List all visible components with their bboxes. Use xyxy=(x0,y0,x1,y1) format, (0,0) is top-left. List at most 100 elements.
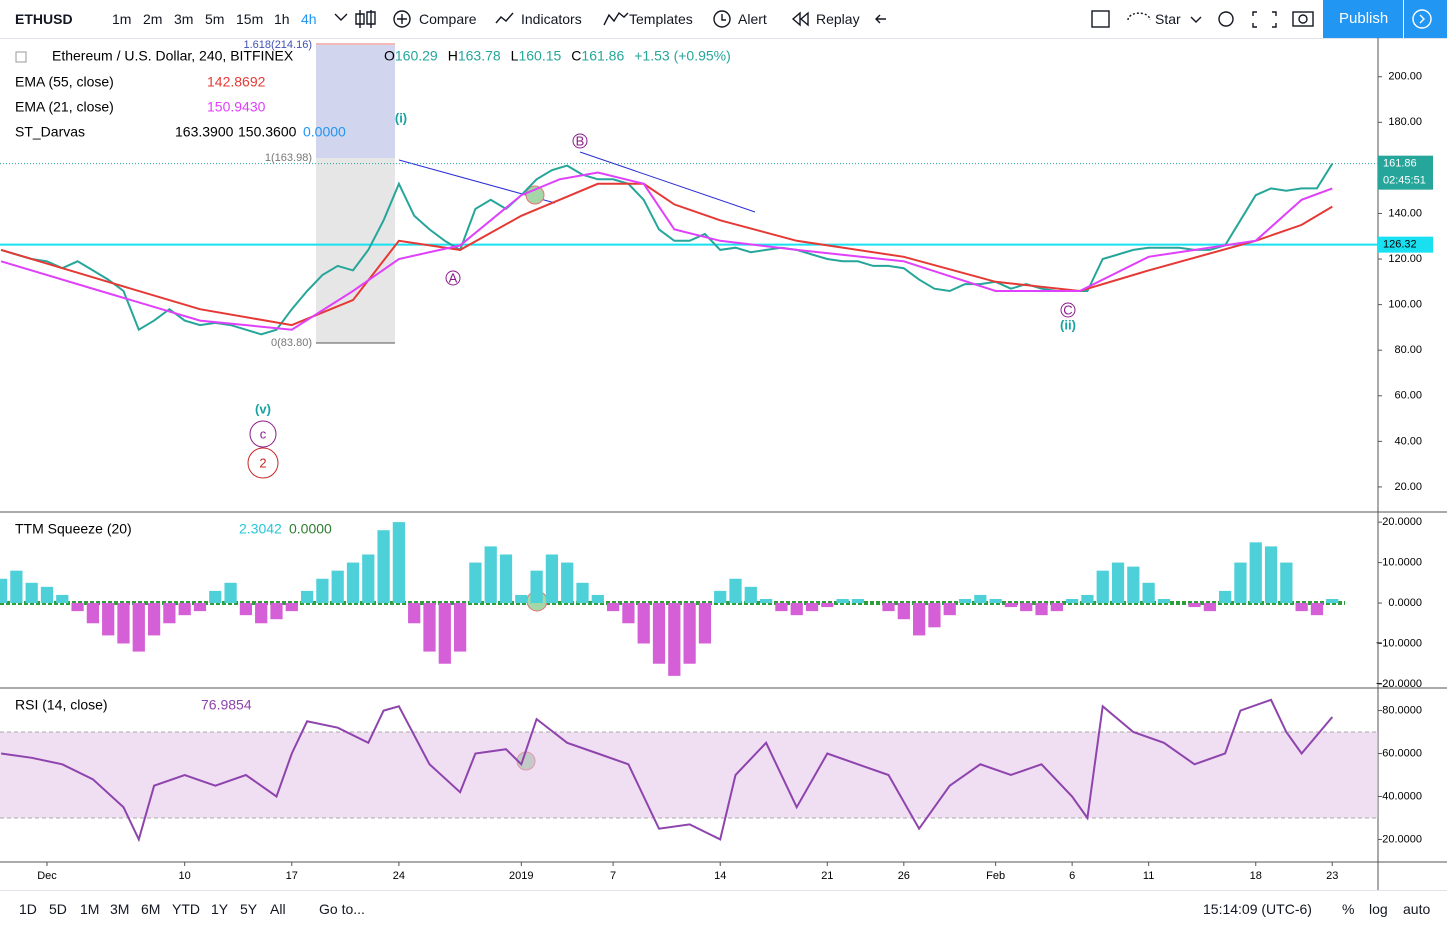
toolbar-icons xyxy=(334,9,1432,29)
range-button[interactable]: 5Y xyxy=(240,901,258,917)
histogram-bar xyxy=(851,598,865,604)
range-button[interactable]: 1Y xyxy=(211,901,229,917)
range-button[interactable]: 3M xyxy=(110,901,130,917)
y-tick-label: −10.0000 xyxy=(1376,637,1422,649)
ohlc-label: O xyxy=(384,48,395,64)
symbol[interactable]: ETHUSD xyxy=(15,11,73,27)
x-tick-label: 6 xyxy=(1069,870,1075,882)
ohlc-value: 163.78 xyxy=(458,48,501,64)
histogram-bar xyxy=(255,603,268,624)
ohlc-label: L xyxy=(511,48,519,64)
histogram-bar xyxy=(530,570,543,604)
range-button[interactable]: YTD xyxy=(172,901,200,917)
histogram-bar xyxy=(714,590,727,604)
publish-menu[interactable] xyxy=(1404,0,1447,38)
change: +1.53 (+0.95%) xyxy=(634,48,731,64)
templates-button[interactable]: Templates xyxy=(629,11,693,27)
histogram-bar xyxy=(561,562,574,604)
histogram-bar xyxy=(759,598,773,604)
scale-option[interactable]: % xyxy=(1342,901,1355,917)
fib-label: 1.618(214.16) xyxy=(244,39,313,51)
range-button[interactable]: 1M xyxy=(80,901,100,917)
indicator-value: 163.3900 xyxy=(175,124,234,140)
scale-option[interactable]: auto xyxy=(1403,901,1431,917)
indicator-value: 150.3600 xyxy=(238,124,297,140)
series-line xyxy=(0,698,1334,843)
x-tick-label: 2019 xyxy=(509,870,533,882)
histogram-bar xyxy=(408,603,421,624)
range-button[interactable]: 6M xyxy=(141,901,161,917)
collapse-box[interactable] xyxy=(15,51,27,63)
series-line xyxy=(0,163,1334,336)
indicator-name[interactable]: EMA (21, close) xyxy=(15,99,114,115)
histogram-bar xyxy=(744,586,757,604)
histogram-bar xyxy=(102,603,115,636)
price-tag xyxy=(1378,155,1433,190)
publish-button[interactable] xyxy=(1323,0,1403,38)
indicator-value: 2.3042 xyxy=(239,521,282,537)
histogram-bar xyxy=(392,522,406,604)
wave-label: 2 xyxy=(259,455,266,470)
histogram-bar xyxy=(71,603,84,612)
y-tick-label: 60.00 xyxy=(1394,390,1422,402)
y-tick-label: 10.0000 xyxy=(1382,556,1422,568)
histogram-bar xyxy=(377,530,390,604)
range-button[interactable]: All xyxy=(270,901,286,917)
x-tick-label: Dec xyxy=(37,870,57,882)
histogram-bar xyxy=(698,603,712,644)
histogram-bar xyxy=(1188,603,1201,608)
indicator-value: 0.0000 xyxy=(303,124,346,140)
interval[interactable]: 1m xyxy=(112,11,132,27)
ohlc-value: 161.86 xyxy=(581,48,624,64)
x-tick-label: 7 xyxy=(610,870,616,882)
interval[interactable]: 5m xyxy=(205,11,225,27)
histogram-bar xyxy=(209,590,222,604)
wave-circles xyxy=(249,133,1076,448)
histogram-bar xyxy=(1096,570,1109,604)
histogram-bar xyxy=(285,603,298,612)
histogram-bar xyxy=(836,598,849,604)
wave-label: (i) xyxy=(395,110,407,125)
publish-label[interactable]: Publish xyxy=(1339,10,1389,27)
indicators-button[interactable]: Indicators xyxy=(521,11,582,27)
histogram-bar xyxy=(683,603,696,664)
alert-button[interactable]: Alert xyxy=(738,11,767,27)
star-button[interactable]: Star xyxy=(1155,11,1181,27)
histogram-bar xyxy=(346,562,360,604)
compare-button[interactable]: Compare xyxy=(419,11,477,27)
indicator-name[interactable]: TTM Squeeze (20) xyxy=(15,521,132,537)
histogram-bar xyxy=(729,578,742,604)
interval[interactable]: 1h xyxy=(274,11,290,27)
histogram-bar xyxy=(1111,562,1125,604)
scale-option[interactable]: log xyxy=(1369,901,1388,917)
histogram-bar xyxy=(1127,566,1140,604)
histogram-bar xyxy=(805,603,819,612)
fib-upper-zone xyxy=(316,45,395,158)
replay-button[interactable]: Replay xyxy=(816,11,860,27)
x-tick-label: 17 xyxy=(286,870,298,882)
histogram-bar xyxy=(1142,582,1155,604)
indicator-name[interactable]: RSI (14, close) xyxy=(15,697,108,713)
interval[interactable]: 15m xyxy=(236,11,264,27)
x-tick-label: 24 xyxy=(393,870,405,882)
histogram-bar xyxy=(882,603,895,612)
indicator-name[interactable]: ST_Darvas xyxy=(15,124,85,140)
range-button[interactable]: 5D xyxy=(49,901,67,917)
histogram-bar xyxy=(56,594,69,604)
price-tag-label: 126.32 xyxy=(1383,239,1417,251)
indicator-name[interactable]: EMA (55, close) xyxy=(15,74,114,90)
interval-active[interactable]: 4h xyxy=(301,11,317,27)
y-tick-label: 40.00 xyxy=(1394,435,1422,447)
histogram-bar xyxy=(1326,598,1339,604)
histogram-bar xyxy=(453,603,467,652)
interval[interactable]: 2m xyxy=(143,11,163,27)
histogram-bar xyxy=(86,603,99,624)
interval[interactable]: 3m xyxy=(174,11,194,27)
histogram-bar xyxy=(1249,542,1262,604)
y-tick-label: 40.0000 xyxy=(1382,790,1422,802)
range-button[interactable]: 1D xyxy=(19,901,37,917)
x-tick-label: 26 xyxy=(898,870,910,882)
x-tick-label: 18 xyxy=(1250,870,1262,882)
goto-button[interactable]: Go to... xyxy=(319,901,365,917)
